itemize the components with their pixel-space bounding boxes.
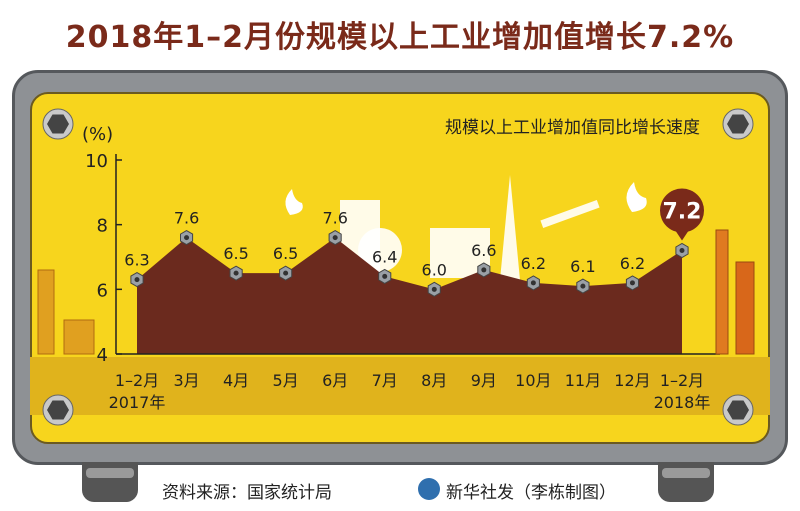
flame-icon xyxy=(626,182,647,212)
x-tick-label: 7月 xyxy=(372,371,398,390)
x-tick-label: 10月 xyxy=(515,371,551,390)
chimney-icon xyxy=(715,229,729,355)
data-point-center xyxy=(283,270,289,276)
x-tick-label: 5月 xyxy=(273,371,299,390)
factory-tower-icon xyxy=(37,269,55,355)
data-label: 6.2 xyxy=(620,254,645,273)
data-label: 6.0 xyxy=(422,260,447,279)
data-point-center xyxy=(580,283,586,289)
data-point-center xyxy=(233,270,239,276)
data-label: 7.6 xyxy=(322,209,347,228)
x-tick-label: 12月 xyxy=(614,371,650,390)
sphere-tank-icon xyxy=(358,228,402,272)
area-series xyxy=(137,237,682,354)
data-label: 6.3 xyxy=(124,251,149,270)
highlight-bubble xyxy=(660,188,704,233)
x-tick-label: 8月 xyxy=(421,371,447,390)
data-point-center xyxy=(332,235,338,241)
factory-tank-icon xyxy=(63,319,95,355)
x-tick-label: 9月 xyxy=(471,371,497,390)
source-text: 资料来源：国家统计局 xyxy=(162,483,332,503)
data-label: 6.4 xyxy=(372,247,397,266)
data-point-center xyxy=(629,280,635,286)
axis-band xyxy=(30,357,770,415)
y-tick-label: 4 xyxy=(97,345,108,366)
oil-derrick-icon xyxy=(500,175,520,280)
right-stand xyxy=(658,462,714,502)
x-tick-label: 11月 xyxy=(565,371,601,390)
x-tick-label: 4月 xyxy=(223,371,249,390)
x-tick-label: 1–2月 xyxy=(660,371,704,390)
data-label-highlight: 7.2 xyxy=(663,200,702,225)
year-label: 2018年 xyxy=(654,393,711,412)
bolt-icon xyxy=(727,400,749,420)
x-tick-label: 6月 xyxy=(322,371,348,390)
data-label: 6.2 xyxy=(521,254,546,273)
data-label: 6.5 xyxy=(223,244,248,263)
data-point-center xyxy=(481,267,487,273)
bolt-icon xyxy=(47,114,69,134)
data-point-center xyxy=(679,248,685,254)
year-label: 2017年 xyxy=(109,393,166,412)
y-axis-label: (%) xyxy=(82,124,113,145)
xinhua-logo-icon xyxy=(418,478,440,500)
y-tick-label: 8 xyxy=(97,216,108,237)
bolt-icon xyxy=(47,400,69,420)
x-tick-label: 1–2月 xyxy=(115,371,159,390)
page-title: 2018年1–2月份规模以上工业增加值增长7.2% xyxy=(65,20,735,55)
left-stand xyxy=(82,462,138,502)
data-point-center xyxy=(134,277,140,283)
pump-jack-icon xyxy=(540,199,600,229)
data-point-center xyxy=(382,273,388,279)
x-tick-label: 3月 xyxy=(173,371,199,390)
chimney-icon xyxy=(735,261,755,355)
data-point-center xyxy=(431,286,437,292)
bolt-icon xyxy=(727,114,749,134)
data-label: 6.6 xyxy=(471,241,496,260)
data-label: 7.6 xyxy=(174,209,199,228)
flame-icon xyxy=(285,189,303,215)
data-label: 6.5 xyxy=(273,244,298,263)
y-tick-label: 10 xyxy=(85,151,108,172)
y-tick-label: 6 xyxy=(97,280,108,301)
credit-text: 新华社发（李栋制图） xyxy=(446,483,616,503)
data-point-center xyxy=(184,235,190,241)
data-point-center xyxy=(530,280,536,286)
highlight-pointer xyxy=(674,228,690,241)
data-label: 6.1 xyxy=(570,257,595,276)
chart-title: 规模以上工业增加值同比增长速度 xyxy=(445,118,700,138)
